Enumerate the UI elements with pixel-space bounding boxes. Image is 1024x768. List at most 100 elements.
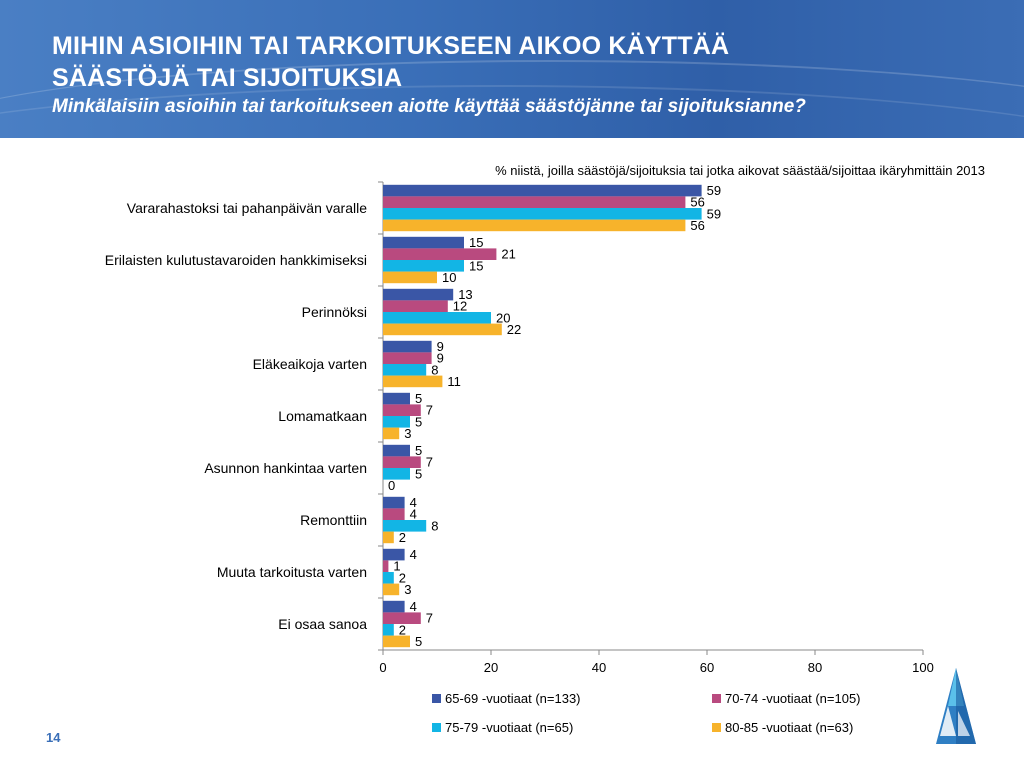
category-label: Erilaisten kulutustavaroiden hankkimisek… xyxy=(105,252,367,268)
data-label: 20 xyxy=(496,310,510,325)
legend-swatch xyxy=(432,694,441,703)
bar xyxy=(383,300,448,312)
bar xyxy=(383,548,405,561)
bar xyxy=(383,520,427,532)
data-label: 3 xyxy=(404,426,411,441)
bar xyxy=(383,288,454,301)
data-label: 7 xyxy=(426,455,433,470)
bar xyxy=(383,508,405,520)
slide-subtitle: Minkälaisiin asioihin tai tarkoitukseen … xyxy=(52,96,806,117)
x-tick-label: 60 xyxy=(700,660,714,675)
bar xyxy=(383,635,410,648)
bar xyxy=(383,468,410,480)
data-label: 4 xyxy=(410,599,417,614)
data-label: 2 xyxy=(399,622,406,637)
bar xyxy=(383,560,389,572)
legend-label: 75-79 -vuotiaat (n=65) xyxy=(445,720,573,735)
legend-label: 80-85 -vuotiaat (n=63) xyxy=(725,720,853,735)
data-label: 8 xyxy=(431,518,438,533)
data-label: 59 xyxy=(707,183,721,198)
category-label: Lomamatkaan xyxy=(278,408,367,424)
data-label: 10 xyxy=(442,270,456,285)
x-tick-label: 80 xyxy=(808,660,822,675)
bar xyxy=(383,392,410,405)
x-tick-label: 100 xyxy=(912,660,934,675)
bar xyxy=(383,444,410,457)
bar xyxy=(383,236,464,249)
slide-number: 14 xyxy=(46,730,61,745)
data-label: 15 xyxy=(469,235,483,250)
bar xyxy=(383,456,421,468)
data-label: 4 xyxy=(410,507,417,522)
data-label: 56 xyxy=(690,195,704,210)
bar xyxy=(383,312,491,324)
data-label: 4 xyxy=(410,495,417,510)
category-label: Remonttiin xyxy=(300,512,367,528)
bar xyxy=(383,271,437,284)
bar xyxy=(383,624,394,636)
slide-title-line2: SÄÄSTÖJÄ TAI SIJOITUKSIA xyxy=(52,64,403,92)
data-label: 5 xyxy=(415,391,422,406)
bar-chart: % niistä, joilla säästöjä/sijoituksia ta… xyxy=(105,163,985,735)
header-wave-decoration xyxy=(0,60,1024,138)
category-label: Perinnöksi xyxy=(302,304,367,320)
bar xyxy=(383,260,464,272)
header-banner: MIHIN ASIOIHIN TAI TARKOITUKSEEN AIKOO K… xyxy=(0,0,1024,138)
bar xyxy=(383,404,421,416)
header-wave-decoration-2 xyxy=(0,85,1024,138)
data-label: 2 xyxy=(399,530,406,545)
data-label: 9 xyxy=(437,339,444,354)
data-label: 12 xyxy=(453,299,467,314)
x-tick-label: 40 xyxy=(592,660,606,675)
bar xyxy=(383,196,686,208)
bar xyxy=(383,375,443,388)
bar xyxy=(383,496,405,509)
data-label: 3 xyxy=(404,582,411,597)
legend-swatch xyxy=(712,723,721,732)
bar xyxy=(383,612,421,624)
slide-title: MIHIN ASIOIHIN TAI TARKOITUKSEEN AIKOO K… xyxy=(52,30,729,94)
bar xyxy=(383,531,394,544)
bar xyxy=(383,219,686,232)
bar xyxy=(383,583,400,596)
data-label: 2 xyxy=(399,570,406,585)
legend-swatch xyxy=(712,694,721,703)
data-label: 5 xyxy=(415,634,422,649)
bar xyxy=(383,600,405,613)
data-label: 59 xyxy=(707,206,721,221)
data-label: 5 xyxy=(415,443,422,458)
bar xyxy=(383,248,497,260)
data-label: 7 xyxy=(426,611,433,626)
data-label: 4 xyxy=(410,547,417,562)
slide-title-line1: MIHIN ASIOIHIN TAI TARKOITUKSEEN AIKOO K… xyxy=(52,32,730,60)
data-label: 1 xyxy=(393,559,400,574)
data-label: 5 xyxy=(415,466,422,481)
bar xyxy=(383,352,432,364)
legend: 65-69 -vuotiaat (n=133) 70-74 -vuotiaat (… xyxy=(432,691,861,735)
legend-label: 70-74 -vuotiaat (n=105) xyxy=(725,691,861,706)
data-label: 0 xyxy=(388,478,395,493)
data-label: 13 xyxy=(458,287,472,302)
data-label: 5 xyxy=(415,414,422,429)
data-label: 7 xyxy=(426,403,433,418)
legend-swatch xyxy=(432,723,441,732)
data-label: 22 xyxy=(507,322,521,337)
bar xyxy=(383,340,432,353)
bar xyxy=(383,427,400,440)
category-label: Asunnon hankintaa varten xyxy=(204,460,367,476)
bar xyxy=(383,572,394,584)
company-logo-icon xyxy=(936,668,976,744)
chart-note: % niistä, joilla säästöjä/sijoituksia ta… xyxy=(495,163,985,178)
data-label: 56 xyxy=(690,218,704,233)
data-label: 8 xyxy=(431,362,438,377)
bar xyxy=(383,416,410,428)
bar xyxy=(383,208,702,220)
legend-label: 65-69 -vuotiaat (n=133) xyxy=(445,691,581,706)
data-label: 9 xyxy=(437,351,444,366)
bar xyxy=(383,184,702,197)
bar xyxy=(383,364,427,376)
data-label: 15 xyxy=(469,258,483,273)
data-label: 21 xyxy=(501,247,515,262)
category-label: Muuta tarkoitusta varten xyxy=(217,564,367,580)
